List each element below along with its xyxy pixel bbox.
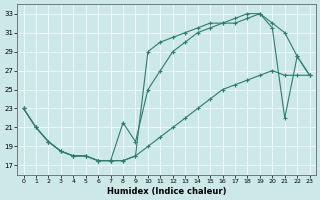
X-axis label: Humidex (Indice chaleur): Humidex (Indice chaleur) bbox=[107, 187, 226, 196]
